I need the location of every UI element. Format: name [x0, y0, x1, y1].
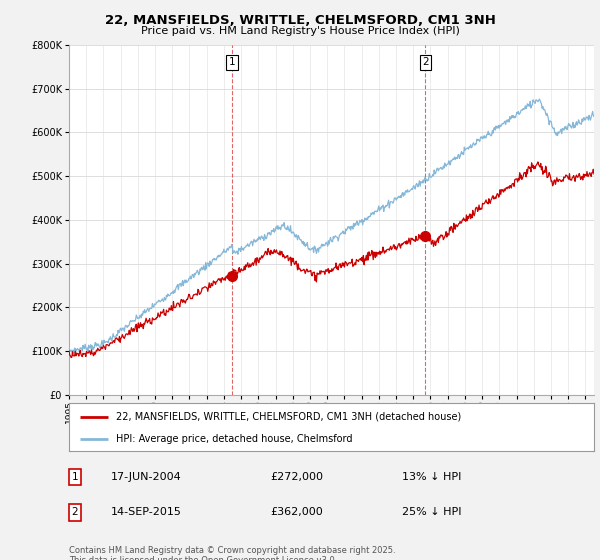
- Text: 13% ↓ HPI: 13% ↓ HPI: [402, 472, 461, 482]
- Text: Price paid vs. HM Land Registry's House Price Index (HPI): Price paid vs. HM Land Registry's House …: [140, 26, 460, 36]
- Text: 17-JUN-2004: 17-JUN-2004: [111, 472, 182, 482]
- Text: 22, MANSFIELDS, WRITTLE, CHELMSFORD, CM1 3NH: 22, MANSFIELDS, WRITTLE, CHELMSFORD, CM1…: [104, 14, 496, 27]
- Text: Contains HM Land Registry data © Crown copyright and database right 2025.
This d: Contains HM Land Registry data © Crown c…: [69, 546, 395, 560]
- Text: 2: 2: [422, 57, 429, 67]
- Text: 1: 1: [229, 57, 235, 67]
- Text: 2: 2: [71, 507, 79, 517]
- Text: 22, MANSFIELDS, WRITTLE, CHELMSFORD, CM1 3NH (detached house): 22, MANSFIELDS, WRITTLE, CHELMSFORD, CM1…: [116, 412, 461, 422]
- Text: 1: 1: [71, 472, 79, 482]
- Text: 14-SEP-2015: 14-SEP-2015: [111, 507, 182, 517]
- Text: 25% ↓ HPI: 25% ↓ HPI: [402, 507, 461, 517]
- Text: £272,000: £272,000: [270, 472, 323, 482]
- Text: £362,000: £362,000: [270, 507, 323, 517]
- Text: HPI: Average price, detached house, Chelmsford: HPI: Average price, detached house, Chel…: [116, 434, 353, 444]
